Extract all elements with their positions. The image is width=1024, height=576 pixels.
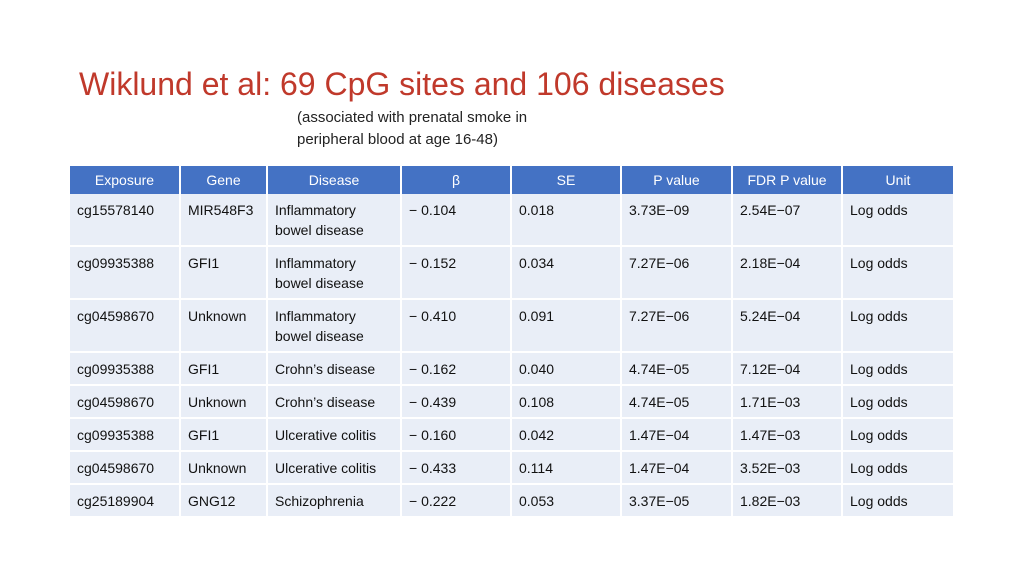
cell-disease: Crohn’s disease [267,352,402,386]
cell-p-value: 1.47E−04 [621,418,733,452]
cell-gene: MIR548F3 [180,194,268,247]
cell-unit: Log odds [842,352,953,386]
header-se: SE [511,166,622,194]
cell-p-value: 4.74E−05 [621,385,733,419]
cell-disease: Inflammatory bowel disease [267,299,402,353]
cell-gene: Unknown [180,385,268,419]
cell-beta: − 0.162 [401,352,512,386]
cell-fdr-p-value: 3.52E−03 [732,451,843,485]
cell-disease: Ulcerative colitis [267,418,402,452]
cell-exposure: cg09935388 [70,418,181,452]
slide-title: Wiklund et al: 69 CpG sites and 106 dise… [79,66,725,102]
cell-gene: GFI1 [180,418,268,452]
cell-gene: Unknown [180,299,268,353]
cell-fdr-p-value: 2.18E−04 [732,246,843,300]
cell-exposure: cg04598670 [70,385,181,419]
cell-beta: − 0.439 [401,385,512,419]
cell-fdr-p-value: 5.24E−04 [732,299,843,353]
cell-unit: Log odds [842,246,953,300]
cell-beta: − 0.152 [401,246,512,300]
cell-fdr-p-value: 1.47E−03 [732,418,843,452]
cell-disease: Crohn’s disease [267,385,402,419]
cell-p-value: 3.37E−05 [621,484,733,518]
table-row: cg09935388 GFI1 Crohn’s disease − 0.162 … [70,352,953,386]
header-exposure: Exposure [70,166,181,194]
subtitle-line-2: peripheral blood at age 16-48) [297,131,498,148]
header-unit: Unit [842,166,953,194]
cell-exposure: cg09935388 [70,352,181,386]
cell-disease: Schizophrenia [267,484,402,518]
subtitle-line-1: (associated with prenatal smoke in [297,109,528,126]
cell-se: 0.091 [511,299,622,353]
header-row: Exposure Gene Disease β SE P value FDR P… [70,166,953,194]
table-row: cg15578140 MIR548F3 Inflammatory bowel d… [70,194,953,247]
cell-se: 0.018 [511,194,622,247]
header-beta: β [401,166,512,194]
cell-fdr-p-value: 1.82E−03 [732,484,843,518]
cell-disease: Inflammatory bowel disease [267,194,402,247]
cell-exposure: cg04598670 [70,451,181,485]
cell-beta: − 0.433 [401,451,512,485]
cell-exposure: cg15578140 [70,194,181,247]
cell-beta: − 0.410 [401,299,512,353]
cell-se: 0.042 [511,418,622,452]
cell-beta: − 0.104 [401,194,512,247]
cell-unit: Log odds [842,451,953,485]
header-gene: Gene [180,166,268,194]
header-disease: Disease [267,166,402,194]
cell-unit: Log odds [842,484,953,518]
cell-p-value: 7.27E−06 [621,246,733,300]
table-row: cg04598670 Unknown Crohn’s disease − 0.4… [70,385,953,419]
cell-fdr-p-value: 1.71E−03 [732,385,843,419]
cell-p-value: 3.73E−09 [621,194,733,247]
cell-se: 0.053 [511,484,622,518]
cell-unit: Log odds [842,385,953,419]
cell-exposure: cg09935388 [70,246,181,300]
cell-se: 0.034 [511,246,622,300]
cell-unit: Log odds [842,194,953,247]
table-row: cg04598670 Unknown Inflammatory bowel di… [70,299,953,353]
cell-p-value: 7.27E−06 [621,299,733,353]
cell-se: 0.040 [511,352,622,386]
slide-subtitle: (associated with prenatal smoke in perip… [297,107,527,151]
table-row: cg09935388 GFI1 Inflammatory bowel disea… [70,246,953,300]
cell-unit: Log odds [842,418,953,452]
cell-gene: Unknown [180,451,268,485]
cell-p-value: 4.74E−05 [621,352,733,386]
cell-fdr-p-value: 7.12E−04 [732,352,843,386]
cell-fdr-p-value: 2.54E−07 [732,194,843,247]
header-fdr-p-value: FDR P value [732,166,843,194]
header-p-value: P value [621,166,733,194]
table-row: cg09935388 GFI1 Ulcerative colitis − 0.1… [70,418,953,452]
cell-gene: GFI1 [180,352,268,386]
cell-gene: GFI1 [180,246,268,300]
cell-se: 0.108 [511,385,622,419]
results-table: Exposure Gene Disease β SE P value FDR P… [70,166,953,518]
cell-gene: GNG12 [180,484,268,518]
cell-unit: Log odds [842,299,953,353]
cell-disease: Inflammatory bowel disease [267,246,402,300]
table-row: cg04598670 Unknown Ulcerative colitis − … [70,451,953,485]
cell-beta: − 0.222 [401,484,512,518]
cell-beta: − 0.160 [401,418,512,452]
cell-disease: Ulcerative colitis [267,451,402,485]
cell-se: 0.114 [511,451,622,485]
table-row: cg25189904 GNG12 Schizophrenia − 0.222 0… [70,484,953,518]
cell-exposure: cg04598670 [70,299,181,353]
cell-p-value: 1.47E−04 [621,451,733,485]
cell-exposure: cg25189904 [70,484,181,518]
